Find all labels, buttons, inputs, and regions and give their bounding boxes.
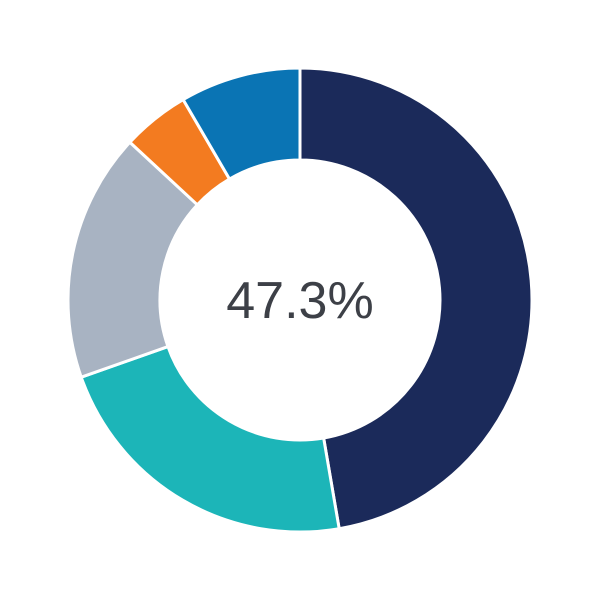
donut-slice-1 [298,66,534,531]
donut-slice-5 [181,66,302,182]
slices [66,66,534,534]
donut-slice-2 [79,344,341,534]
center-label: 47.3% [226,272,373,330]
